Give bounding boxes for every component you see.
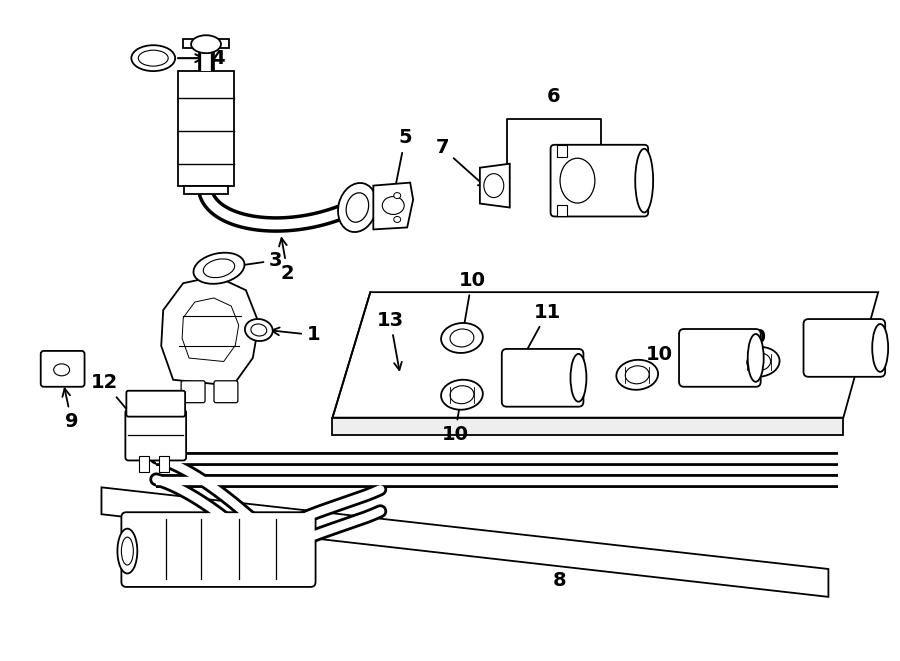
FancyBboxPatch shape [502, 349, 583, 407]
FancyBboxPatch shape [122, 512, 316, 587]
Ellipse shape [450, 329, 474, 347]
Text: 11: 11 [514, 303, 562, 373]
Text: 6: 6 [547, 87, 561, 106]
Ellipse shape [117, 529, 138, 574]
Ellipse shape [346, 193, 369, 222]
Text: 11: 11 [694, 335, 742, 358]
Text: 10: 10 [641, 346, 672, 374]
Ellipse shape [441, 379, 482, 410]
Text: 10: 10 [442, 397, 469, 444]
Ellipse shape [54, 364, 69, 376]
Polygon shape [480, 164, 509, 208]
Ellipse shape [626, 366, 649, 384]
Ellipse shape [616, 360, 658, 390]
Text: 10: 10 [740, 329, 767, 357]
FancyBboxPatch shape [214, 381, 238, 403]
Polygon shape [102, 487, 828, 597]
Ellipse shape [747, 353, 770, 371]
Ellipse shape [484, 174, 504, 198]
Text: 12: 12 [91, 373, 153, 441]
Ellipse shape [245, 319, 273, 341]
Bar [159, 457, 169, 473]
Text: 8: 8 [553, 572, 566, 590]
Ellipse shape [393, 192, 400, 198]
Polygon shape [332, 292, 878, 418]
Ellipse shape [122, 537, 133, 565]
Ellipse shape [738, 347, 779, 377]
Text: 7: 7 [436, 138, 486, 187]
Ellipse shape [571, 354, 587, 402]
Text: 5: 5 [392, 128, 412, 193]
Polygon shape [332, 418, 843, 434]
Ellipse shape [382, 196, 404, 214]
FancyBboxPatch shape [181, 381, 205, 403]
Ellipse shape [748, 334, 764, 382]
Polygon shape [161, 276, 259, 386]
FancyBboxPatch shape [125, 410, 186, 461]
Bar [184, 186, 228, 194]
FancyBboxPatch shape [804, 319, 886, 377]
Ellipse shape [191, 35, 221, 53]
Ellipse shape [872, 324, 888, 372]
Ellipse shape [560, 158, 595, 203]
Ellipse shape [131, 45, 176, 71]
Text: 4: 4 [178, 49, 225, 67]
Ellipse shape [393, 217, 400, 223]
Ellipse shape [139, 50, 168, 66]
Ellipse shape [635, 149, 653, 212]
FancyBboxPatch shape [40, 351, 85, 387]
FancyBboxPatch shape [551, 145, 648, 217]
Bar [556, 145, 566, 157]
Bar [183, 39, 229, 48]
Text: 2: 2 [279, 238, 294, 283]
Polygon shape [374, 182, 413, 229]
FancyBboxPatch shape [679, 329, 760, 387]
FancyBboxPatch shape [126, 391, 185, 416]
Text: 3: 3 [226, 251, 283, 270]
Ellipse shape [338, 183, 377, 232]
Polygon shape [182, 298, 238, 362]
Text: 10: 10 [458, 271, 485, 333]
Text: 13: 13 [377, 311, 404, 370]
Ellipse shape [450, 386, 474, 404]
Bar [140, 457, 149, 473]
Ellipse shape [194, 253, 245, 284]
Text: 1: 1 [272, 325, 320, 344]
Polygon shape [178, 71, 234, 186]
Bar [556, 204, 566, 217]
Text: 9: 9 [62, 389, 78, 431]
Ellipse shape [203, 259, 235, 278]
Ellipse shape [441, 323, 482, 353]
Ellipse shape [251, 324, 266, 336]
